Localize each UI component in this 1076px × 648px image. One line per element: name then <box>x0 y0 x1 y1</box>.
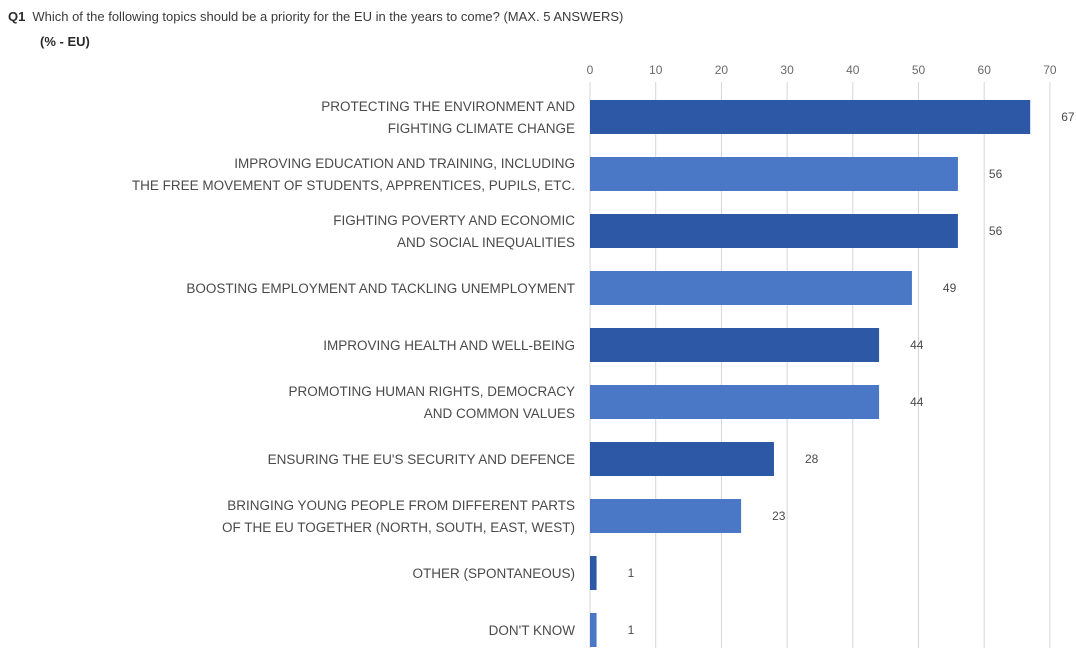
category-label: THE FREE MOVEMENT OF STUDENTS, APPRENTIC… <box>132 178 575 193</box>
bar <box>590 214 958 248</box>
bar <box>590 385 880 419</box>
category-label: AND SOCIAL INEQUALITIES <box>397 235 575 250</box>
question-text: Which of the following topics should be … <box>32 9 624 24</box>
x-tick-label: 40 <box>846 63 860 77</box>
data-label: 1 <box>628 566 635 580</box>
data-label: 56 <box>989 224 1003 238</box>
data-label: 49 <box>943 281 957 295</box>
x-tick-label: 30 <box>780 63 794 77</box>
category-label: FIGHTING POVERTY AND ECONOMIC <box>333 213 575 228</box>
x-tick-label: 10 <box>649 63 663 77</box>
data-label: 44 <box>910 338 924 352</box>
bar <box>590 556 597 590</box>
category-label: PROTECTING THE ENVIRONMENT AND <box>321 99 575 114</box>
category-label: BRINGING YOUNG PEOPLE FROM DIFFERENT PAR… <box>227 498 575 513</box>
category-label: DON'T KNOW <box>489 623 576 638</box>
x-tick-label: 50 <box>912 63 926 77</box>
bar <box>590 328 880 362</box>
data-label: 23 <box>772 509 786 523</box>
x-tick-label: 60 <box>978 63 992 77</box>
category-label: IMPROVING EDUCATION AND TRAINING, INCLUD… <box>234 156 575 171</box>
category-label: FIGHTING CLIMATE CHANGE <box>388 121 575 136</box>
bar <box>590 613 597 647</box>
question-line: Q1 Which of the following topics should b… <box>8 9 623 24</box>
data-label: 67 <box>1061 110 1075 124</box>
bar <box>590 157 958 191</box>
category-label: OTHER (SPONTANEOUS) <box>412 566 575 581</box>
category-label: ENSURING THE EU'S SECURITY AND DEFENCE <box>268 452 575 467</box>
question-number: Q1 <box>8 9 26 24</box>
question-subtitle: (% - EU) <box>40 34 90 49</box>
data-label: 44 <box>910 395 924 409</box>
bar <box>590 271 912 305</box>
bar <box>590 499 742 533</box>
category-label: IMPROVING HEALTH AND WELL-BEING <box>323 338 575 353</box>
data-label: 1 <box>628 623 635 637</box>
category-label: PROMOTING HUMAN RIGHTS, DEMOCRACY <box>288 384 575 399</box>
bar <box>590 100 1031 134</box>
x-tick-label: 20 <box>715 63 729 77</box>
category-label: OF THE EU TOGETHER (NORTH, SOUTH, EAST, … <box>222 520 575 535</box>
x-tick-label: 70 <box>1043 63 1057 77</box>
x-tick-label: 0 <box>587 63 594 77</box>
category-label: BOOSTING EMPLOYMENT AND TACKLING UNEMPLO… <box>186 281 575 296</box>
bar <box>590 442 774 476</box>
data-label: 28 <box>805 452 819 466</box>
data-label: 56 <box>989 167 1003 181</box>
category-label: AND COMMON VALUES <box>424 406 575 421</box>
